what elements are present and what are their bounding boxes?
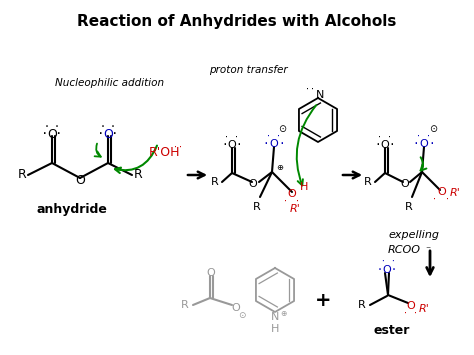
Text: R': R' — [419, 304, 429, 314]
Text: ·: · — [266, 132, 272, 142]
Text: R: R — [181, 300, 189, 310]
Text: ·: · — [428, 139, 436, 149]
Text: O: O — [381, 140, 389, 150]
Text: proton transfer: proton transfer — [209, 65, 287, 75]
Text: N: N — [271, 312, 279, 322]
Text: ·: · — [377, 265, 383, 275]
Text: ·: · — [391, 265, 397, 275]
Text: ·: · — [41, 127, 49, 141]
Text: ⊙: ⊙ — [429, 124, 437, 134]
Text: R: R — [18, 169, 27, 181]
Text: ·: · — [54, 122, 60, 132]
Text: ⊕: ⊕ — [280, 310, 286, 318]
Text: ⁻: ⁻ — [425, 245, 430, 255]
Text: anhydride: anhydride — [36, 203, 108, 217]
Text: ·: · — [446, 196, 450, 204]
Text: O: O — [228, 140, 237, 150]
Text: O: O — [103, 127, 113, 141]
Text: ·: · — [417, 132, 421, 142]
Text: ·: · — [279, 139, 285, 149]
Text: ··: ·· — [305, 86, 315, 94]
Text: ·: · — [389, 140, 395, 150]
Text: O: O — [47, 127, 57, 141]
Text: ⊙: ⊙ — [278, 124, 286, 134]
Text: expelling: expelling — [388, 230, 439, 240]
Text: O: O — [75, 174, 85, 186]
Text: ·: · — [236, 140, 242, 150]
Text: ·: · — [44, 122, 50, 132]
Text: R'OH: R'OH — [149, 146, 181, 158]
Text: O: O — [249, 179, 257, 189]
Text: R: R — [211, 177, 219, 187]
Text: ·: · — [110, 122, 116, 132]
Text: ester: ester — [374, 323, 410, 337]
Text: R: R — [364, 177, 372, 187]
Text: O: O — [419, 139, 428, 149]
Text: ·: · — [55, 127, 63, 141]
Text: ·: · — [222, 140, 228, 150]
Text: ·: · — [235, 133, 239, 142]
Text: ·: · — [97, 127, 105, 141]
Text: Nucleophilic addition: Nucleophilic addition — [55, 78, 164, 88]
Text: ·: · — [263, 139, 269, 149]
Text: O: O — [288, 189, 296, 199]
Text: R': R' — [290, 204, 301, 214]
Text: R: R — [253, 202, 261, 212]
Text: R': R' — [450, 188, 460, 198]
Text: H: H — [300, 182, 308, 192]
Text: O: O — [232, 303, 240, 313]
Text: R: R — [358, 300, 366, 310]
Text: ·: · — [225, 133, 229, 142]
Text: Reaction of Anhydrides with Alcohols: Reaction of Anhydrides with Alcohols — [77, 14, 397, 29]
Text: H: H — [271, 324, 279, 334]
Text: R: R — [405, 202, 413, 212]
Text: O: O — [383, 265, 392, 275]
Text: ·: · — [380, 257, 384, 267]
Text: O: O — [438, 187, 447, 197]
Text: O: O — [407, 301, 415, 311]
Text: N: N — [316, 90, 324, 100]
Text: ⊕: ⊕ — [276, 163, 283, 171]
Text: +: + — [315, 290, 331, 310]
Text: ·: · — [374, 140, 382, 150]
Text: ·: · — [427, 132, 431, 142]
Text: O: O — [401, 179, 410, 189]
Text: O: O — [270, 139, 278, 149]
Text: ·: · — [111, 127, 119, 141]
Text: RCOO: RCOO — [388, 245, 421, 255]
Text: R: R — [134, 169, 142, 181]
Text: ·: · — [276, 132, 282, 142]
Text: ·: · — [100, 122, 106, 132]
Text: ·: · — [390, 257, 394, 267]
Text: O: O — [207, 268, 215, 278]
Text: ·: · — [388, 133, 392, 142]
Text: ·: · — [377, 133, 383, 142]
Text: ·: · — [413, 310, 419, 318]
Text: ⊙: ⊙ — [238, 311, 246, 320]
Text: ·: · — [283, 197, 289, 207]
Text: ·: · — [295, 197, 301, 207]
Text: ·: · — [403, 310, 409, 318]
Text: ··: ·· — [173, 143, 183, 153]
Text: ·: · — [413, 139, 419, 149]
Text: ·: · — [432, 196, 438, 204]
